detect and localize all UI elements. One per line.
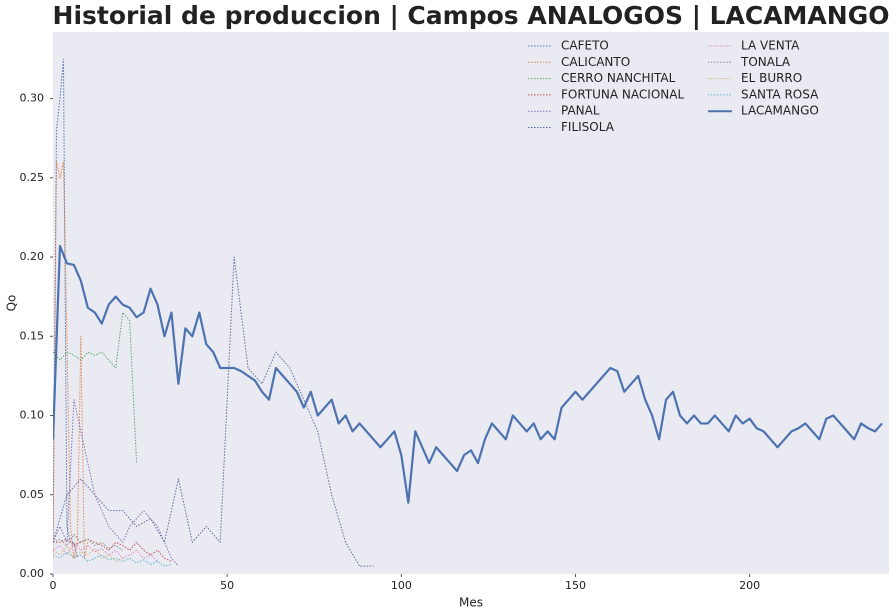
y-tick-label: 0.05 bbox=[20, 488, 45, 501]
plot-area bbox=[53, 32, 889, 574]
series-line bbox=[53, 551, 172, 567]
x-tick-label: 100 bbox=[391, 579, 412, 592]
series-line bbox=[53, 544, 123, 562]
legend-label: LACAMANGO bbox=[741, 104, 819, 118]
series-line bbox=[53, 399, 179, 567]
series-line bbox=[53, 541, 158, 562]
y-tick-label: 0.15 bbox=[20, 329, 45, 342]
y-tick-label: 0.25 bbox=[20, 171, 45, 184]
series-line bbox=[53, 244, 883, 504]
x-tick-label: 150 bbox=[565, 579, 586, 592]
series-line bbox=[53, 256, 374, 567]
chart-title: Historial de produccion | Campos ANALOGO… bbox=[53, 1, 890, 30]
series-line bbox=[53, 538, 172, 562]
series-line bbox=[53, 58, 78, 559]
legend-label: CAFETO bbox=[561, 39, 609, 53]
y-tick-label: 0.30 bbox=[20, 92, 45, 105]
lines bbox=[53, 58, 883, 567]
x-tick-label: 50 bbox=[220, 579, 234, 592]
legend-label: PANAL bbox=[561, 104, 600, 118]
legend-label: CALICANTO bbox=[561, 55, 630, 69]
x-tick-label: 0 bbox=[50, 579, 57, 592]
legend-label: CERRO NANCHITAL bbox=[561, 71, 676, 85]
x-axis-label: Mes bbox=[459, 596, 483, 610]
y-tick-label: 0.20 bbox=[20, 250, 45, 263]
series-line bbox=[53, 312, 138, 464]
legend-label: FILISOLA bbox=[561, 120, 615, 134]
y-tick-label: 0.10 bbox=[20, 409, 45, 422]
legend-label: EL BURRO bbox=[741, 71, 802, 85]
legend-label: FORTUNA NACIONAL bbox=[561, 87, 684, 101]
legend-label: SANTA ROSA bbox=[741, 87, 819, 101]
series-line bbox=[53, 161, 89, 559]
y-axis-label: Qo bbox=[5, 295, 19, 312]
y-tick-label: 0.00 bbox=[20, 567, 45, 580]
legend-label: LA VENTA bbox=[741, 39, 800, 53]
legend-label: TONALA bbox=[740, 55, 791, 69]
series-line bbox=[53, 533, 123, 551]
x-tick-label: 200 bbox=[739, 579, 760, 592]
